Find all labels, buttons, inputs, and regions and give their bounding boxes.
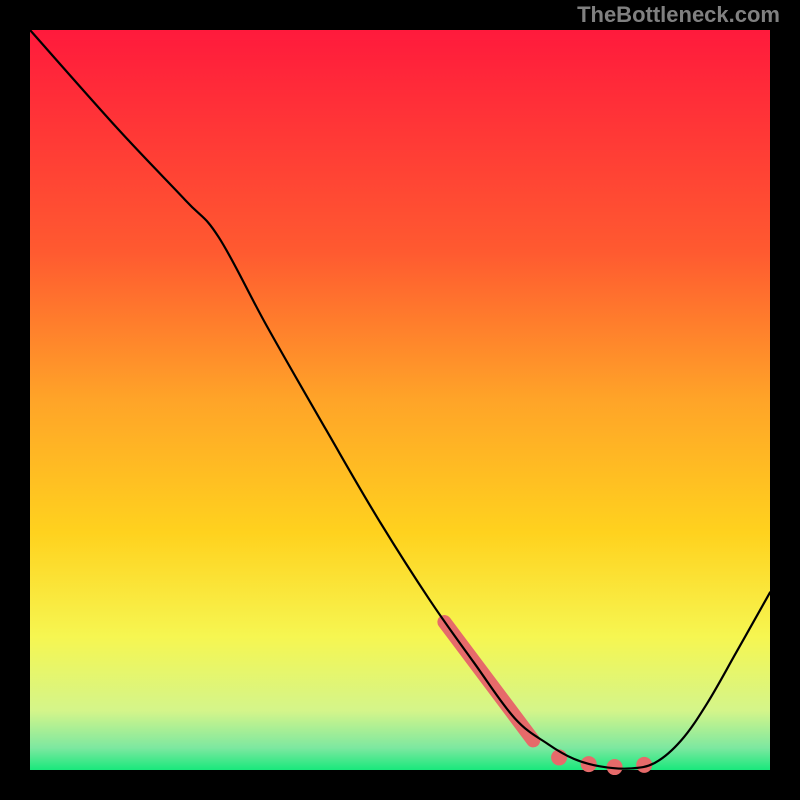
bottleneck-chart [0, 0, 800, 800]
watermark-text: TheBottleneck.com [577, 2, 780, 28]
plot-background [30, 30, 770, 770]
